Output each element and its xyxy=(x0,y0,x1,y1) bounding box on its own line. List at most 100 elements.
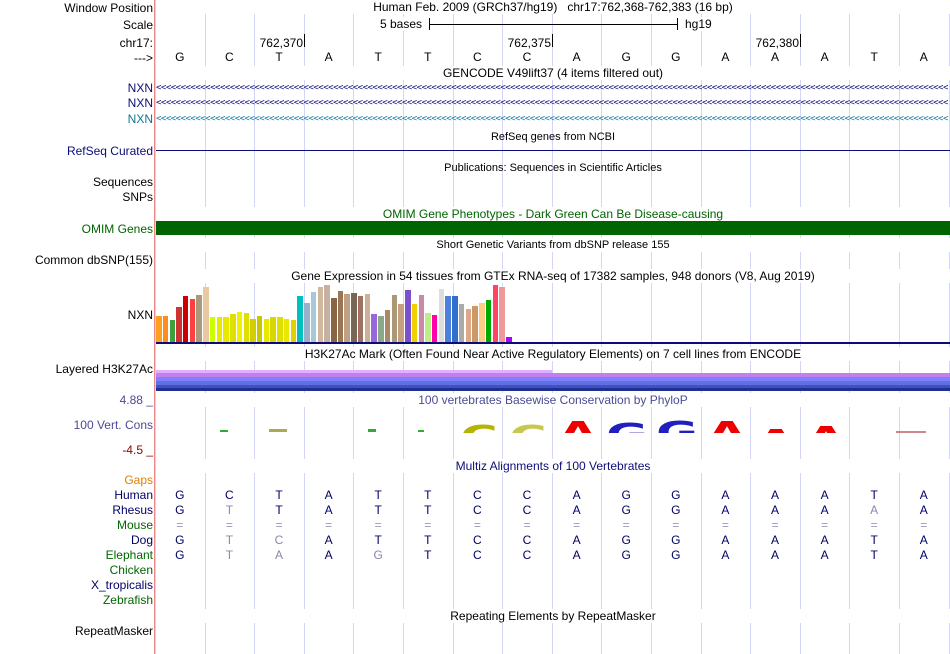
multiz-species-label[interactable]: Mouse xyxy=(116,518,153,532)
gtex-tissue-bar[interactable] xyxy=(479,303,485,342)
gtex-tissue-bar[interactable] xyxy=(317,287,324,342)
gtex-tissue-bar[interactable] xyxy=(304,303,310,342)
gencode-title: GENCODE V49lift37 (4 items filtered out) xyxy=(156,66,950,80)
gtex-tissue-bar[interactable] xyxy=(445,296,451,342)
multiz-species-label[interactable]: X_tropicalis xyxy=(90,578,153,592)
gtex-tissue-bar[interactable] xyxy=(485,300,492,342)
gtex-tissue-bar[interactable] xyxy=(270,317,276,342)
publications-label[interactable]: Sequences xyxy=(92,175,153,189)
grid-line xyxy=(651,0,652,654)
gtex-tissue-bar[interactable] xyxy=(236,312,243,342)
gtex-tissue-bar[interactable] xyxy=(223,317,229,342)
gtex-chart[interactable] xyxy=(156,284,950,342)
gtex-tissue-bar[interactable] xyxy=(203,287,209,342)
gtex-tissue-bar[interactable] xyxy=(176,307,182,342)
multiz-base: T xyxy=(225,548,234,562)
omim-label[interactable]: OMIM Genes xyxy=(81,222,153,236)
snps-label[interactable]: SNPs xyxy=(122,190,153,204)
h3k27ac-signal[interactable] xyxy=(156,370,950,391)
gtex-tissue-bar[interactable] xyxy=(189,299,196,342)
gtex-tissue-bar[interactable] xyxy=(243,313,250,342)
gencode-transcript[interactable]: <<<<<<<<<<<<<<<<<<<<<<<<<<<<<<<<<<<<<<<<… xyxy=(156,98,948,108)
dbsnp-label[interactable]: Common dbSNP(155) xyxy=(34,253,153,267)
gtex-tissue-bar[interactable] xyxy=(357,296,364,342)
gtex-tissue-bar[interactable] xyxy=(472,306,478,342)
multiz-species-label[interactable]: Dog xyxy=(130,533,153,547)
gtex-tissue-bar[interactable] xyxy=(452,296,458,342)
gtex-tissue-bar[interactable] xyxy=(283,319,290,342)
gtex-tissue-bar[interactable] xyxy=(310,292,317,342)
grid-line xyxy=(552,0,553,654)
gtex-tissue-bar[interactable] xyxy=(169,320,176,342)
gtex-tissue-bar[interactable] xyxy=(337,291,344,342)
multiz-species-label[interactable]: Chicken xyxy=(109,563,153,577)
gencode-transcript[interactable]: <<<<<<<<<<<<<<<<<<<<<<<<<<<<<<<<<<<<<<<<… xyxy=(156,114,948,124)
gtex-tissue-bar[interactable] xyxy=(364,294,371,342)
gtex-tissue-bar[interactable] xyxy=(277,317,283,342)
multiz-species-label[interactable]: Zebrafish xyxy=(102,593,153,607)
gtex-tissue-bar[interactable] xyxy=(378,316,384,342)
gtex-tissue-bar[interactable] xyxy=(182,296,189,342)
gencode-item-label[interactable]: NXN xyxy=(127,112,153,126)
repeatmasker-label[interactable]: RepeatMasker xyxy=(74,624,153,638)
gtex-tissue-bar[interactable] xyxy=(431,315,438,342)
ref-base: A xyxy=(572,50,581,64)
gtex-tissue-bar[interactable] xyxy=(263,319,270,342)
gtex-tissue-bar[interactable] xyxy=(458,304,465,342)
multiz-base: = xyxy=(920,518,928,532)
gtex-tissue-bar[interactable] xyxy=(216,317,223,342)
gtex-tissue-bar[interactable] xyxy=(297,296,303,342)
gtex-tissue-bar[interactable] xyxy=(499,287,505,342)
gtex-tissue-bar[interactable] xyxy=(411,304,418,342)
label-seam xyxy=(154,0,155,654)
multiz-base: G xyxy=(671,503,681,517)
multiz-species-label[interactable]: Rhesus xyxy=(112,503,153,517)
gtex-tissue-bar[interactable] xyxy=(196,295,202,342)
scale-bar-right xyxy=(677,18,678,30)
multiz-base: G xyxy=(621,548,631,562)
gencode-transcript[interactable]: <<<<<<<<<<<<<<<<<<<<<<<<<<<<<<<<<<<<<<<<… xyxy=(156,83,948,93)
gtex-tissue-bar[interactable] xyxy=(256,316,263,342)
phylop-label[interactable]: 100 Vert. Cons xyxy=(73,418,153,432)
multiz-base: = xyxy=(424,518,432,532)
gtex-tissue-bar[interactable] xyxy=(371,314,377,342)
gencode-item-label[interactable]: NXN xyxy=(127,81,153,95)
refseq-label[interactable]: RefSeq Curated xyxy=(66,144,153,158)
gtex-tissue-bar[interactable] xyxy=(331,298,337,342)
ref-base: C xyxy=(473,50,482,64)
gtex-tissue-bar[interactable] xyxy=(156,316,162,342)
gtex-tissue-bar[interactable] xyxy=(230,314,236,342)
gtex-tissue-bar[interactable] xyxy=(506,337,512,342)
multiz-gaps-label[interactable]: Gaps xyxy=(124,473,153,487)
gtex-tissue-bar[interactable] xyxy=(209,317,216,342)
gtex-tissue-bar[interactable] xyxy=(351,293,357,342)
gtex-label[interactable]: NXN xyxy=(127,308,153,322)
multiz-species-label[interactable]: Elephant xyxy=(105,548,153,562)
gtex-tissue-bar[interactable] xyxy=(398,304,404,342)
gtex-tissue-bar[interactable] xyxy=(405,290,411,342)
multiz-base: T xyxy=(870,533,878,547)
phylop-title: 100 vertebrates Basewise Conservation by… xyxy=(156,393,950,407)
gtex-tissue-bar[interactable] xyxy=(290,320,297,342)
multiz-base: T xyxy=(870,548,878,562)
gencode-item-label[interactable]: NXN xyxy=(127,96,153,110)
gtex-tissue-bar[interactable] xyxy=(438,289,445,342)
gtex-tissue-bar[interactable] xyxy=(465,309,472,342)
gtex-tissue-bar[interactable] xyxy=(391,295,398,342)
multiz-species-label[interactable]: Human xyxy=(114,488,153,502)
gtex-tissue-bar[interactable] xyxy=(425,313,431,342)
omim-feature[interactable] xyxy=(156,221,950,235)
multiz-base: C xyxy=(522,533,532,547)
gtex-tissue-bar[interactable] xyxy=(492,285,499,342)
gtex-tissue-bar[interactable] xyxy=(324,285,330,342)
h3k27ac-label[interactable]: Layered H3K27Ac xyxy=(55,362,153,376)
multiz-base: = xyxy=(225,518,233,532)
gtex-tissue-bar[interactable] xyxy=(418,295,425,342)
gtex-tissue-bar[interactable] xyxy=(344,294,350,342)
multiz-base: C xyxy=(522,503,532,517)
gtex-tissue-bar[interactable] xyxy=(384,310,391,342)
refseq-feature[interactable] xyxy=(156,150,950,151)
gtex-tissue-bar[interactable] xyxy=(162,316,169,342)
gtex-tissue-bar[interactable] xyxy=(250,319,256,342)
